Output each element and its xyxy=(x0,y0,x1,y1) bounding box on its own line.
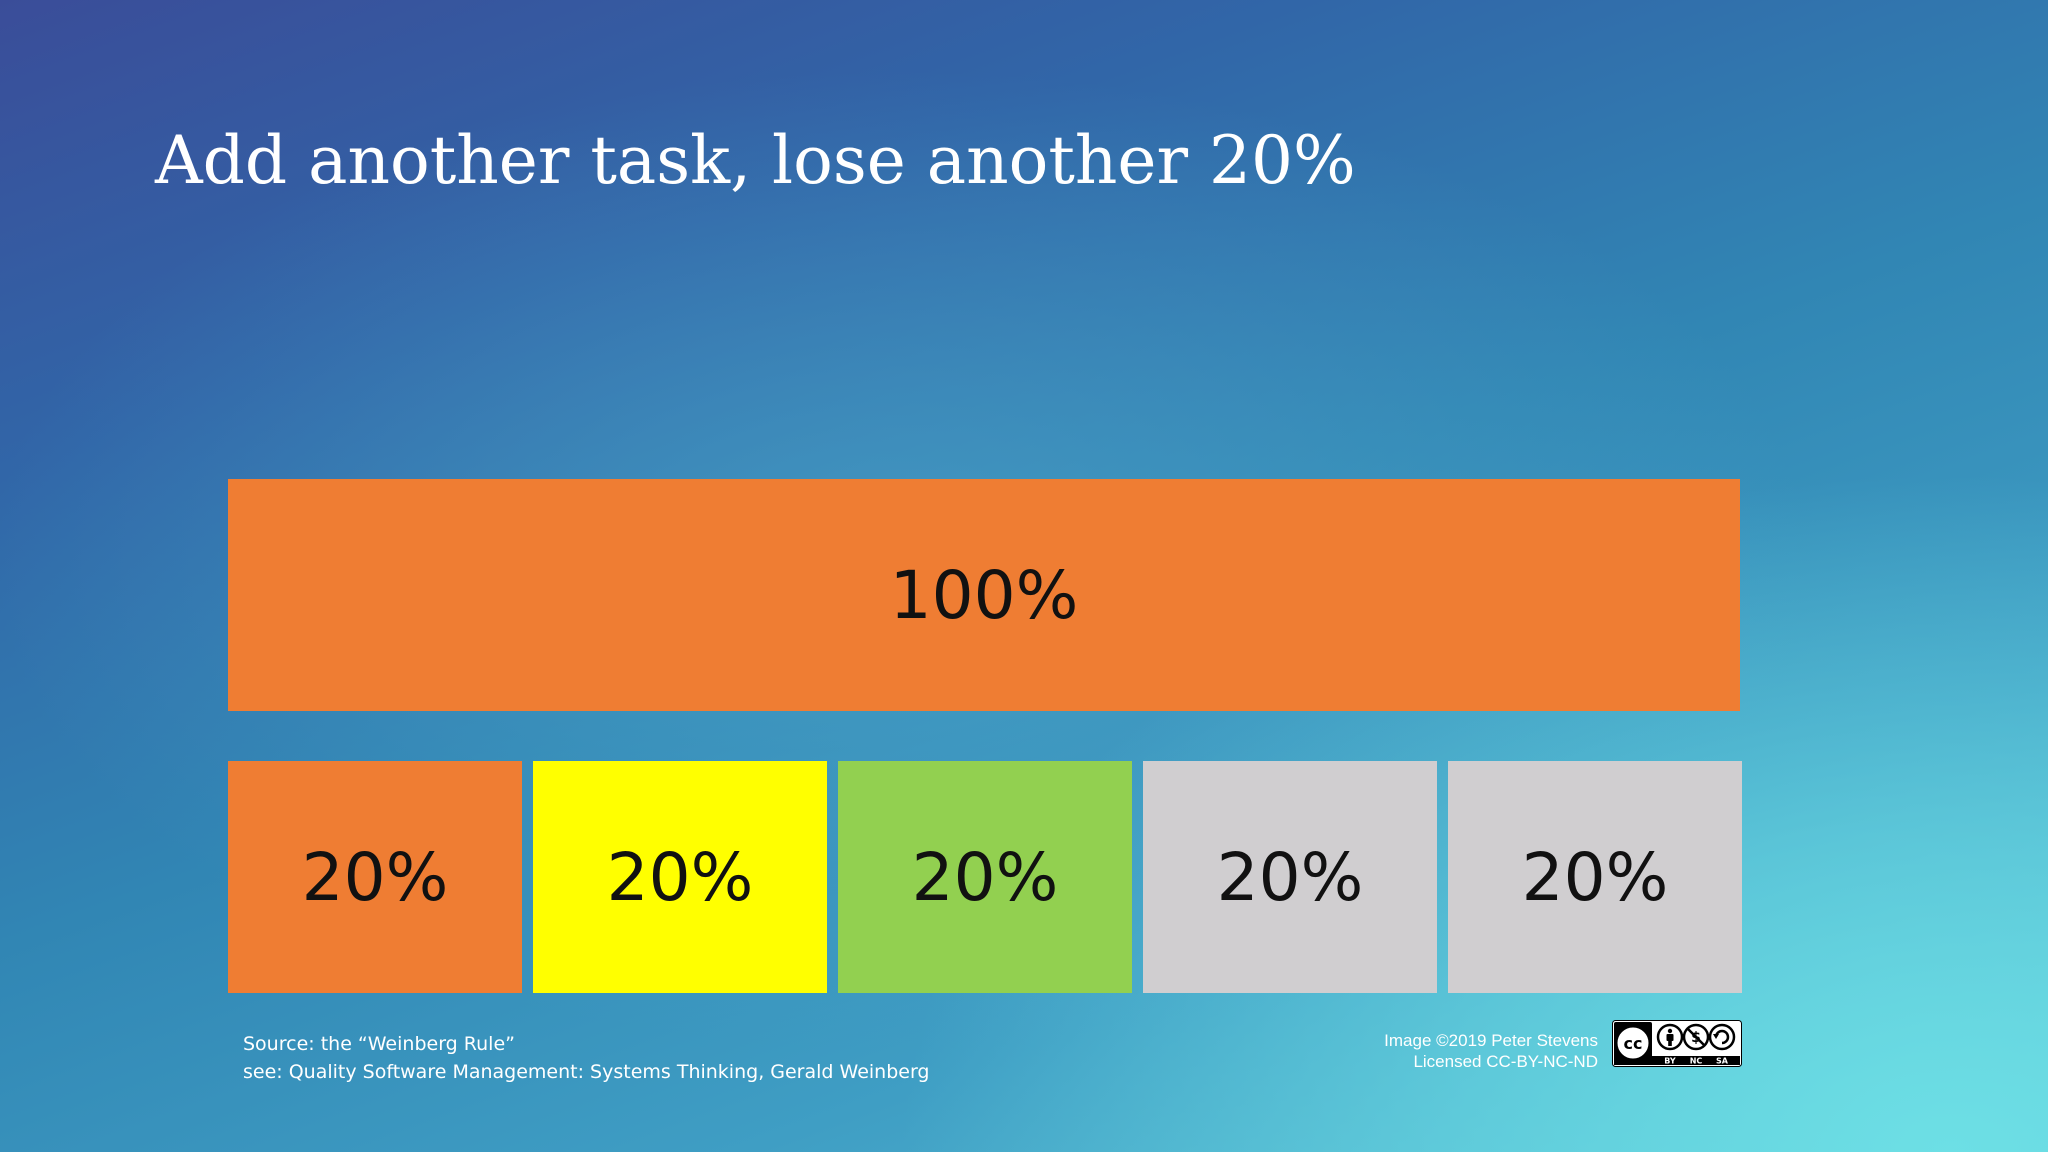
task-split-row: 20% 20% 20% 20% 20% xyxy=(228,761,1742,993)
task-block-label: 20% xyxy=(1521,838,1669,916)
by-label: BY xyxy=(1664,1057,1676,1066)
copyright-line: Image ©2019 Peter Stevens xyxy=(1384,1031,1598,1050)
cc-mark: cc xyxy=(1624,1034,1643,1053)
total-capacity-label: 100% xyxy=(889,556,1079,634)
source-line: Source: the “Weinberg Rule” xyxy=(243,1033,515,1055)
nc-noncommercial-icon: $ xyxy=(1682,1023,1710,1051)
reference-line: see: Quality Software Management: System… xyxy=(243,1061,930,1083)
nc-label: NC xyxy=(1690,1057,1703,1066)
sa-sharealike-icon xyxy=(1708,1023,1736,1051)
license-line: Licensed CC-BY-NC-ND xyxy=(1413,1052,1598,1071)
task-block-label: 20% xyxy=(911,838,1059,916)
image-credit: Image ©2019 Peter Stevens Licensed CC-BY… xyxy=(1384,1030,1598,1072)
source-note: Source: the “Weinberg Rule” see: Quality… xyxy=(243,1030,930,1086)
task-block-label: 20% xyxy=(606,838,754,916)
task-block-5: 20% xyxy=(1448,761,1742,993)
total-capacity-block: 100% xyxy=(228,479,1740,711)
sa-label: SA xyxy=(1716,1057,1729,1066)
task-block-label: 20% xyxy=(1216,838,1364,916)
task-block-4: 20% xyxy=(1143,761,1437,993)
task-block-label: 20% xyxy=(301,838,449,916)
task-block-2: 20% xyxy=(533,761,827,993)
task-block-1: 20% xyxy=(228,761,522,993)
creative-commons-by-nc-sa-icon: cc $ BY NC SA xyxy=(1612,1020,1742,1067)
slide-title: Add another task, lose another 20% xyxy=(155,122,1356,199)
by-attribution-icon xyxy=(1656,1023,1684,1051)
task-block-3: 20% xyxy=(838,761,1132,993)
